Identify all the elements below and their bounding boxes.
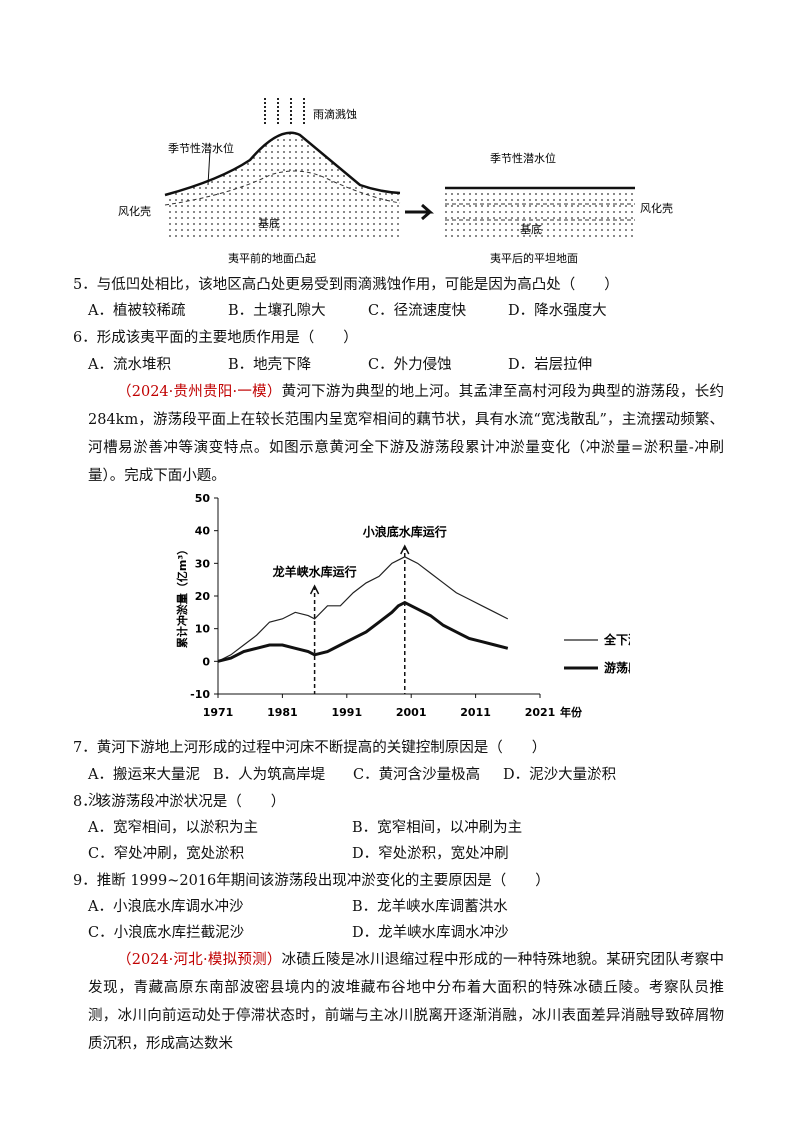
options: A．搬运来大量泥沙 B．人为筑高岸堤 C．黄河含沙量极高 D．泥沙大量淤积 bbox=[88, 762, 643, 814]
x-tick-label: 2021 bbox=[525, 706, 556, 719]
option: A．搬运来大量泥沙 bbox=[88, 767, 200, 809]
option: D．降水强度大 bbox=[508, 303, 607, 319]
question: 8．该游荡段冲淤状况是（ ） bbox=[73, 794, 286, 810]
option: D．窄处淤积，宽处冲刷 bbox=[352, 846, 509, 862]
option: D．泥沙大量淤积 bbox=[503, 767, 617, 783]
annotation: 小浪底水库运行 bbox=[363, 524, 447, 539]
question: 7．黄河下游地上河形成的过程中河床不断提高的关键控制原因是（ ） bbox=[73, 740, 547, 756]
legend-label: 全下游 bbox=[603, 632, 630, 647]
passage: （2024·贵州贵阳·一模）黄河下游为典型的地上河。其孟津至高村河段为典型的游荡… bbox=[88, 378, 724, 490]
text: 冰碛丘陵是冰川退缩过程中形成的一种特殊地貌。某研究团队考察中发现，青藏高原东南部… bbox=[88, 952, 724, 1052]
option: C．外力侵蚀 bbox=[368, 357, 452, 373]
y-axis-label: 累计冲淤量（亿m³） bbox=[175, 544, 189, 648]
x-tick-label: 1971 bbox=[203, 706, 234, 719]
option: B．土壤孔隙大 bbox=[228, 303, 326, 319]
option: A．宽窄相间，以淤积为主 bbox=[88, 820, 258, 836]
question: 5．与低凹处相比，该地区高凸处更易受到雨滴溅蚀作用，可能是因为高凸处（ ） bbox=[73, 277, 619, 293]
arrow-head bbox=[309, 584, 320, 595]
question: 9．推断 1999~2016年期间该游荡段出现冲淤变化的主要原因是（ ） bbox=[73, 873, 550, 889]
line-series bbox=[217, 556, 509, 662]
y-tick-label: 30 bbox=[195, 557, 211, 570]
option: C．径流速度快 bbox=[368, 303, 467, 319]
options: A．小浪底水库调水冲沙 B．龙羊峡水库调蓄洪水 C．小浪底水库拦截泥沙 D．龙羊峡水库… bbox=[88, 894, 632, 946]
y-tick-label: 20 bbox=[195, 590, 211, 603]
diagram: 雨滴溅蚀 季节性潜水位 风化壳 基底 夷平前的地面凸起 季节性潜水位 风化壳 基… bbox=[118, 98, 673, 265]
options: A．宽窄相间，以淤积为主 B．宽窄相间，以冲刷为主 C．窄处冲刷，宽处淤积 D．窄处淤… bbox=[88, 815, 632, 867]
legend-label: 游荡段 bbox=[604, 660, 630, 675]
options: A．流水堆积 B．地壳下降 C．外力侵蚀 D．岩层拉伸 bbox=[88, 352, 648, 378]
y-tick-label: 50 bbox=[195, 492, 211, 505]
y-tick-label: -10 bbox=[190, 688, 210, 701]
option: B．龙羊峡水库调蓄洪水 bbox=[352, 899, 508, 915]
option: B．地壳下降 bbox=[228, 357, 312, 373]
question: 6．形成该夷平面的主要地质作用是（ ） bbox=[73, 330, 358, 346]
label: 风化壳 bbox=[640, 201, 673, 215]
source: （2024·河北·模拟预测） bbox=[117, 952, 282, 968]
passage: （2024·河北·模拟预测）冰碛丘陵是冰川退缩过程中形成的一种特殊地貌。某研究团… bbox=[88, 946, 724, 1058]
x-tick-label: 1991 bbox=[331, 706, 362, 719]
label: 季节性潜水位 bbox=[490, 151, 556, 165]
option: A．植被较稀疏 bbox=[88, 303, 186, 319]
option: A．流水堆积 bbox=[88, 357, 171, 373]
source: （2024·贵州贵阳·一模） bbox=[117, 384, 282, 400]
caption: 夷平前的地面凸起 bbox=[228, 251, 316, 265]
option: C．黄河含沙量极高 bbox=[353, 767, 481, 783]
y-tick-label: 10 bbox=[195, 623, 211, 636]
x-tick-label: 2001 bbox=[396, 706, 427, 719]
option: B．人为筑高岸堤 bbox=[213, 767, 326, 783]
option: D．岩层拉伸 bbox=[508, 357, 593, 373]
text: 黄河下游为典型的地上河。其孟津至高村河段为典型的游荡段，长约284km，游荡段平… bbox=[88, 384, 724, 484]
options: A．植被较稀疏 B．土壤孔隙大 C．径流速度快 D．降水强度大 bbox=[88, 298, 648, 324]
x-tick-label: 2011 bbox=[460, 706, 491, 719]
line-series bbox=[217, 600, 509, 663]
label: 基底 bbox=[520, 222, 542, 236]
arrow-head bbox=[400, 544, 410, 555]
x-axis-label: 年份 bbox=[560, 705, 583, 719]
y-tick-label: 0 bbox=[202, 655, 210, 668]
caption: 夷平后的平坦地面 bbox=[490, 251, 578, 265]
label: 季节性潜水位 bbox=[168, 141, 234, 155]
option: D．龙羊峡水库调水冲沙 bbox=[352, 925, 509, 941]
option: C．小浪底水库拦截泥沙 bbox=[88, 925, 245, 941]
chart: -10 0 10 20 30 40 50 1971 1981 1991 2001 2011 2021 年份… bbox=[175, 492, 630, 719]
option: A．小浪底水库调水冲沙 bbox=[88, 899, 244, 915]
annotation: 龙羊峡水库运行 bbox=[273, 564, 357, 579]
option: B．宽窄相间，以冲刷为主 bbox=[352, 820, 523, 836]
label: 雨滴溅蚀 bbox=[313, 107, 357, 121]
y-tick-label: 40 bbox=[195, 525, 211, 538]
label: 风化壳 bbox=[118, 204, 151, 218]
label: 基底 bbox=[258, 216, 280, 230]
option: C．窄处冲刷，宽处淤积 bbox=[88, 846, 245, 862]
x-tick-label: 1981 bbox=[267, 706, 298, 719]
